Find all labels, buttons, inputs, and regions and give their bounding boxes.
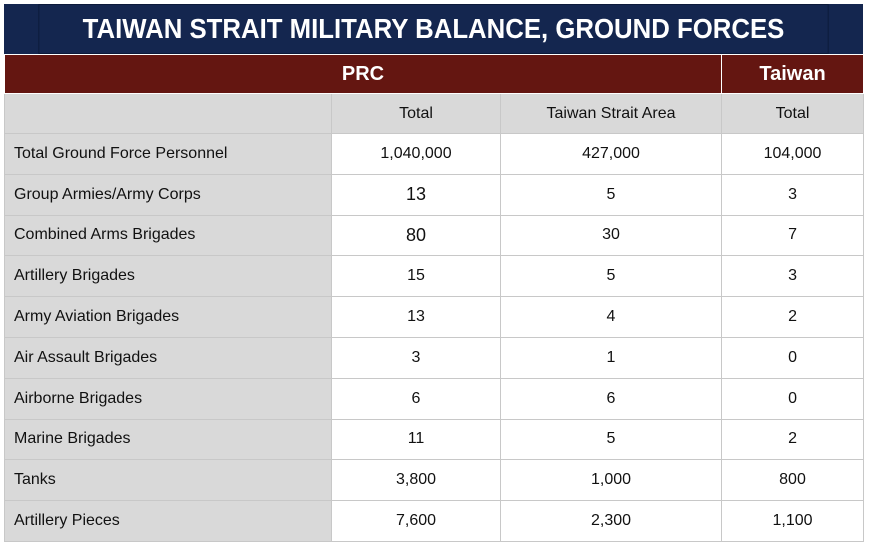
military-balance-table: PRC Taiwan Total Taiwan Strait Area Tota… — [3, 54, 865, 542]
row-label: Group Armies/Army Corps — [4, 173, 332, 216]
prc-total-cell: 13 — [331, 173, 501, 216]
taiwan-total-cell: 0 — [721, 336, 865, 379]
table-title: TAIWAN STRAIT MILITARY BALANCE, GROUND F… — [38, 4, 829, 54]
prc-strait-cell: 2,300 — [499, 500, 723, 542]
prc-total-cell: 3 — [331, 336, 501, 379]
table-row: Combined Arms Brigades 80 30 7 — [4, 214, 865, 257]
row-label: Combined Arms Brigades — [4, 214, 332, 257]
table-row: Artillery Pieces 7,600 2,300 1,100 — [4, 500, 865, 542]
prc-strait-cell: 4 — [499, 296, 723, 338]
row-label: Army Aviation Brigades — [4, 296, 332, 338]
prc-total-cell: 13 — [331, 296, 501, 338]
prc-strait-cell: 30 — [499, 214, 723, 257]
table-row: Airborne Brigades 6 6 0 — [4, 377, 865, 420]
prc-total-cell: 11 — [331, 418, 501, 461]
taiwan-total-cell: 3 — [721, 255, 865, 298]
taiwan-total-cell: 1,100 — [721, 500, 865, 542]
column-header-row: Total Taiwan Strait Area Total — [4, 93, 865, 134]
taiwan-total-cell: 2 — [721, 296, 865, 338]
prc-total-cell: 3,800 — [331, 459, 501, 502]
taiwan-total-header: Total — [721, 93, 865, 134]
prc-total-cell: 1,040,000 — [331, 133, 501, 175]
prc-total-cell: 6 — [331, 377, 501, 420]
ground-forces-table-panel: TAIWAN STRAIT MILITARY BALANCE, GROUND F… — [3, 4, 865, 542]
taiwan-total-cell: 0 — [721, 377, 865, 420]
row-label: Total Ground Force Personnel — [4, 133, 332, 175]
prc-strait-cell: 427,000 — [499, 133, 723, 175]
prc-total-cell: 80 — [331, 214, 501, 257]
prc-strait-cell: 5 — [499, 173, 723, 216]
label-column-header — [4, 93, 332, 134]
table-row: Air Assault Brigades 3 1 0 — [4, 336, 865, 379]
prc-strait-cell: 6 — [499, 377, 723, 420]
row-label: Air Assault Brigades — [4, 336, 332, 379]
row-label: Tanks — [4, 459, 332, 502]
prc-group-header: PRC — [3, 54, 723, 94]
prc-strait-header: Taiwan Strait Area — [499, 93, 723, 134]
table-row: Army Aviation Brigades 13 4 2 — [4, 296, 865, 338]
group-header-row: PRC Taiwan — [3, 54, 865, 94]
taiwan-total-cell: 800 — [721, 459, 865, 502]
taiwan-total-cell: 2 — [721, 418, 865, 461]
row-label: Marine Brigades — [4, 418, 332, 461]
table-row: Artillery Brigades 15 5 3 — [4, 255, 865, 298]
prc-strait-cell: 5 — [499, 418, 723, 461]
taiwan-total-cell: 3 — [721, 173, 865, 216]
prc-total-cell: 7,600 — [331, 500, 501, 542]
taiwan-total-cell: 104,000 — [721, 133, 865, 175]
prc-strait-cell: 1,000 — [499, 459, 723, 502]
taiwan-total-cell: 7 — [721, 214, 865, 257]
table-row: Tanks 3,800 1,000 800 — [4, 459, 865, 502]
prc-total-cell: 15 — [331, 255, 501, 298]
row-label: Artillery Brigades — [4, 255, 332, 298]
row-label: Artillery Pieces — [4, 500, 332, 542]
prc-total-header: Total — [331, 93, 501, 134]
prc-strait-cell: 1 — [499, 336, 723, 379]
table-row: Total Ground Force Personnel 1,040,000 4… — [4, 133, 865, 175]
taiwan-group-header: Taiwan — [721, 54, 865, 94]
table-row: Marine Brigades 11 5 2 — [4, 418, 865, 461]
prc-strait-cell: 5 — [499, 255, 723, 298]
row-label: Airborne Brigades — [4, 377, 332, 420]
table-row: Group Armies/Army Corps 13 5 3 — [4, 173, 865, 216]
